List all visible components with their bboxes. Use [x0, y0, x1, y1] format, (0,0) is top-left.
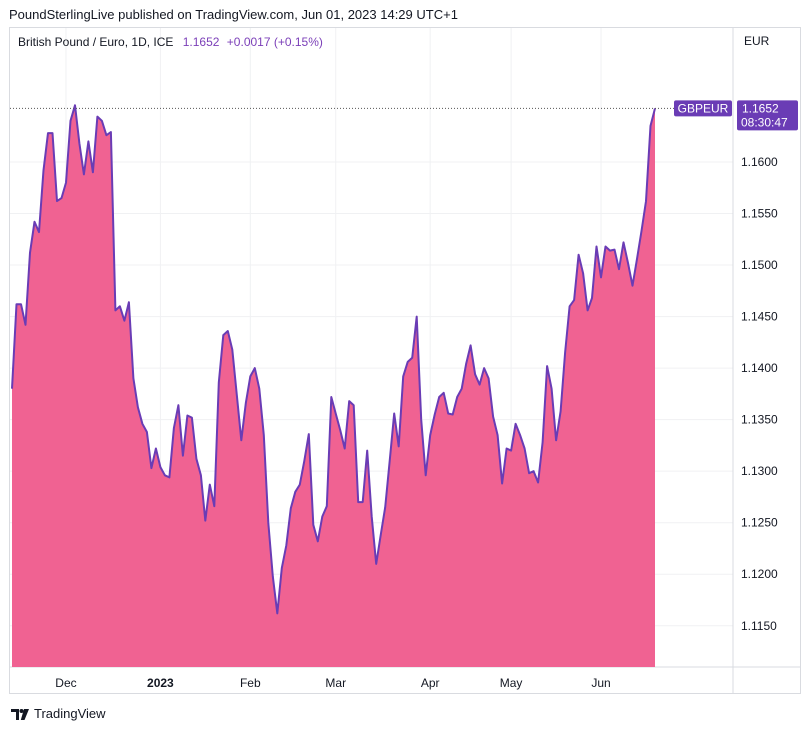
published-caption: PoundSterlingLive published on TradingVi… — [9, 7, 458, 22]
currency-label[interactable]: EUR — [744, 34, 770, 48]
y-tick-label: 1.1250 — [741, 516, 778, 530]
change-value: +0.0017 (+0.15%) — [226, 35, 323, 49]
x-tick-label: 2023 — [147, 676, 174, 690]
x-tick-label: May — [500, 676, 523, 690]
x-tick-label: Feb — [240, 676, 261, 690]
series-name-tag — [674, 100, 732, 117]
y-tick-label: 1.1450 — [741, 310, 778, 324]
symbol-name: British Pound / Euro, 1D, ICE — [18, 35, 174, 49]
last-price-tag — [737, 100, 798, 131]
tradingview-brand[interactable]: TradingView — [10, 706, 106, 721]
price-axis: 1.1150 1.1200 1.1250 1.1300 1.1350 1.1400 1.14… — [741, 155, 778, 633]
price-area — [12, 105, 655, 668]
x-tick-label: Dec — [55, 676, 76, 690]
y-tick-label: 1.1150 — [741, 619, 777, 633]
last-price-countdown: 08:30:47 — [741, 115, 788, 129]
tradingview-logo-icon — [11, 708, 29, 720]
y-tick-label: 1.1350 — [741, 413, 778, 427]
x-tick-label: Mar — [325, 676, 346, 690]
x-tick-label: Jun — [591, 676, 610, 690]
series-name-label: GBPEUR — [678, 101, 729, 115]
y-tick-label: 1.1400 — [741, 361, 778, 375]
x-tick-label: Apr — [421, 676, 440, 690]
y-tick-label: 1.1300 — [741, 464, 778, 478]
price-line — [11, 104, 656, 615]
last-price-value: 1.1652 — [742, 101, 779, 115]
y-tick-label: 1.1600 — [741, 155, 778, 169]
symbol-legend[interactable]: British Pound / Euro, 1D, ICE 1.1652 +0.… — [18, 35, 323, 49]
last-value: 1.1652 — [182, 35, 220, 49]
brand-label: TradingView — [34, 706, 106, 721]
time-axis: Dec 2023 Feb Mar Apr May Jun — [55, 676, 610, 690]
y-tick-label: 1.1500 — [741, 258, 778, 272]
chart-frame — [9, 27, 801, 694]
y-tick-label: 1.1200 — [741, 567, 778, 581]
y-tick-label: 1.1550 — [741, 207, 778, 221]
